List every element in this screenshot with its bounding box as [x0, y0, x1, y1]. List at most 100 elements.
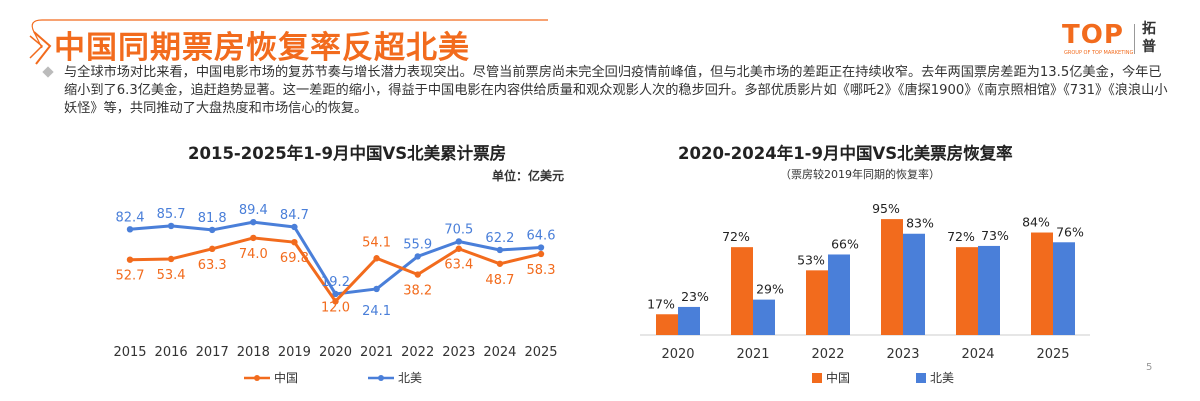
legend-china-swatch: [812, 373, 822, 383]
china-data-label: 63.4: [444, 258, 473, 273]
north-america-bar-label: 23%: [681, 289, 709, 304]
north-america-data-label: 81.8: [198, 211, 227, 226]
legend-china-label: 中国: [274, 370, 298, 385]
x-tick-label: 2019: [278, 345, 311, 360]
x-tick-label: 2015: [113, 345, 146, 360]
china-point: [209, 245, 216, 253]
x-tick-label: 2021: [736, 347, 769, 362]
north-america-point: [537, 244, 545, 251]
north-america-point: [496, 246, 504, 254]
china-bar-label: 53%: [797, 252, 825, 267]
x-tick-label: 2023: [442, 345, 475, 360]
north-america-data-label: 82.4: [116, 210, 145, 225]
china-bar: [656, 314, 678, 335]
north-america-point: [167, 222, 175, 230]
china-bar-label: 72%: [722, 229, 750, 244]
north-america-bar-label: 73%: [981, 228, 1009, 243]
legend-na-marker: [378, 375, 384, 381]
china-bar: [881, 219, 903, 335]
bar-chart-title: 2020-2024年1-9月中国VS北美票房恢复率: [678, 144, 1013, 163]
legend-china-label: 中国: [826, 370, 850, 385]
north-america-data-label: 24.1: [362, 304, 391, 319]
north-america-data-label: 62.2: [485, 231, 514, 246]
title-bar: 中国同期票房恢复率反超北美: [28, 18, 568, 66]
china-data-label: 48.7: [485, 273, 514, 288]
x-tick-label: 2018: [237, 345, 270, 360]
north-america-point: [414, 253, 421, 260]
x-tick-label: 2022: [811, 347, 844, 362]
line-chart: 82.4 85.7 81.8 89.4 84.7 19.2 24.1 55.9 70.5 62.2…: [113, 203, 557, 385]
north-america-bar: [828, 254, 850, 335]
china-bar-label: 84%: [1022, 215, 1050, 230]
x-tick-label: 2024: [961, 347, 994, 362]
north-america-bar-label: 29%: [756, 282, 784, 297]
bar-chart: 17% 23% 2020 72% 29% 2021 53% 66% 2022 95% 83% 2023…: [640, 201, 1090, 385]
china-data-label: 54.1: [362, 235, 391, 250]
china-data-label: 52.7: [116, 269, 145, 284]
x-tick-label: 2025: [1036, 347, 1069, 362]
china-data-label: 53.4: [157, 268, 186, 283]
legend-na-label: 北美: [398, 371, 422, 385]
north-america-data-label: 84.7: [280, 208, 309, 223]
north-america-bar: [978, 245, 1000, 335]
china-bar: [731, 247, 753, 335]
china-data-label: 58.3: [527, 263, 556, 278]
china-bar: [956, 247, 978, 335]
x-tick-label: 2023: [886, 347, 919, 362]
legend-china-marker: [254, 375, 260, 381]
china-bar-label: 72%: [947, 229, 975, 244]
logo-chinese: 拓 普: [1142, 21, 1156, 55]
page-number: 5: [1146, 362, 1153, 373]
title-accent-shape: [29, 19, 548, 65]
x-tick-label: 2024: [483, 345, 516, 360]
north-america-point: [126, 226, 134, 233]
china-point: [250, 234, 257, 242]
logo-text: TOP: [1062, 20, 1124, 50]
x-tick-label: 2025: [524, 345, 557, 360]
china-point: [332, 298, 339, 305]
logo-divider: [1134, 24, 1135, 54]
north-america-data-label: 64.6: [527, 229, 556, 244]
china-point: [414, 271, 421, 278]
china-point: [291, 238, 298, 246]
north-america-data-label: 85.7: [157, 207, 186, 222]
x-tick-label: 2016: [155, 345, 188, 360]
north-america-bar-label: 76%: [1056, 224, 1084, 239]
x-tick-label: 2022: [401, 345, 434, 360]
page-title: 中国同期票房恢复率反超北美: [54, 30, 470, 66]
china-point: [373, 255, 380, 262]
bar-chart-subtitle: （票房较2019年同期的恢复率）: [780, 168, 940, 181]
x-tick-label: 2017: [196, 345, 229, 360]
china-data-label: 74.0: [239, 247, 268, 262]
line-chart-title: 2015-2025年1-9月中国VS北美累计票房: [188, 144, 507, 163]
north-america-point: [209, 226, 216, 234]
north-america-bar: [1053, 242, 1075, 335]
x-tick-label: 2021: [360, 345, 393, 360]
logo-subtext: GROUP OF TOP MARKETING: [1064, 50, 1134, 56]
x-tick-label: 2020: [661, 347, 694, 362]
china-point: [496, 260, 504, 267]
north-america-bar-label: 83%: [906, 216, 934, 231]
north-america-point: [250, 218, 257, 226]
china-data-label: 69.8: [280, 251, 309, 266]
north-america-data-label: 55.9: [403, 237, 432, 252]
china-data-label: 12.0: [321, 300, 350, 315]
north-america-data-label: 89.4: [239, 203, 268, 218]
north-america-bar: [753, 299, 775, 335]
china-data-label: 63.3: [198, 258, 227, 273]
china-point: [126, 256, 134, 263]
north-america-bar: [678, 306, 700, 335]
china-point: [455, 245, 462, 252]
legend-na-label: 北美: [930, 371, 954, 385]
north-america-point: [291, 223, 298, 231]
china-point: [167, 255, 175, 263]
description-paragraph: 与全球市场对比来看，中国电影市场的复苏节奏与增长潜力表现突出。尽管当前票房尚未完…: [42, 64, 1174, 118]
china-bar-label: 95%: [872, 201, 900, 216]
top-logo: TOP GROUP OF TOP MARKETING 拓 普: [1062, 18, 1172, 60]
north-america-point: [332, 290, 339, 298]
line-chart-unit: 单位：亿美元: [492, 169, 565, 183]
north-america-bar: [903, 233, 925, 335]
north-america-data-label: 19.2: [321, 275, 350, 290]
north-america-point: [373, 285, 380, 293]
china-bar: [806, 270, 828, 335]
